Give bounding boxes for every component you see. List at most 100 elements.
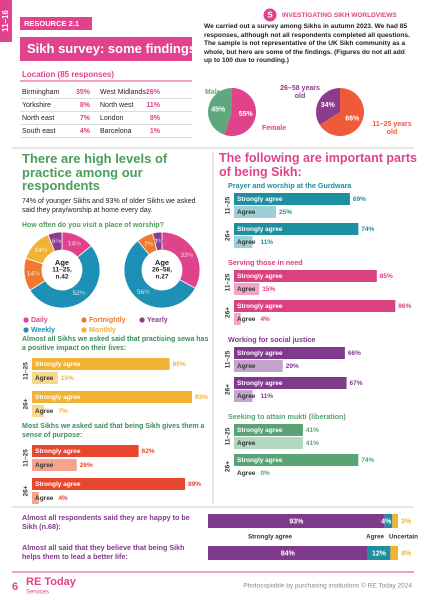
age-label: 11–25 — [225, 350, 232, 368]
bar-value: 67% — [350, 380, 363, 387]
bar — [234, 424, 303, 436]
table-cell: North west — [100, 102, 134, 109]
summary-text: Almost all respondents said they are hap… — [22, 513, 190, 531]
sewa-text: Almost all Sikhs we asked said that prac… — [22, 336, 209, 352]
donut-slice — [123, 240, 196, 309]
bar-category: Strongly agree — [237, 457, 283, 464]
bar-value: 62% — [142, 448, 155, 455]
donut-centre: 11–25, — [52, 267, 72, 274]
donut-label: 4% — [154, 238, 164, 245]
resource: RESOURCE 2.1 — [24, 19, 79, 28]
donut-centre: Age — [55, 258, 69, 267]
stage: 11–16 — [1, 10, 10, 32]
bar-category: Strongly agree — [35, 361, 81, 368]
legend-dot — [23, 327, 29, 333]
legend-label: Weekly — [31, 327, 55, 334]
age-label: 11–25 — [225, 273, 232, 291]
bar-value: 12% — [372, 550, 387, 557]
bar-value: 15% — [61, 375, 74, 382]
age-label: 11–25 — [23, 449, 30, 467]
donut-label: 33% — [180, 252, 193, 259]
legend-label: Yearly — [147, 317, 168, 324]
table-title: Location (85 responses) — [22, 70, 114, 79]
table-cell: South east — [22, 128, 56, 135]
bar — [234, 454, 359, 466]
bar — [234, 313, 241, 325]
bar — [32, 445, 139, 457]
bar-category: Agree — [35, 408, 54, 415]
bar-value: 4% — [260, 316, 270, 323]
title: Sikh survey: some findings — [27, 41, 196, 56]
section-title: Working for social justice — [228, 335, 315, 344]
bar-value: 7% — [58, 408, 68, 415]
summary-category: Agree — [366, 534, 384, 541]
donut-slice — [47, 231, 63, 252]
bar — [32, 405, 45, 417]
table-cell: 8% — [80, 102, 91, 109]
stacked-bar — [367, 546, 391, 560]
bar-value: 84% — [281, 550, 296, 557]
bar-value: 80% — [173, 361, 186, 368]
bar-category: Strongly agree — [237, 303, 283, 310]
stacked-bar — [384, 514, 393, 528]
bar — [234, 377, 347, 389]
bar — [32, 492, 39, 504]
age-label: 11–25 — [225, 427, 232, 445]
bar — [32, 478, 186, 490]
bar-value: 4% — [58, 495, 68, 502]
stacked-bar — [390, 546, 398, 560]
table-cell: Barcelona — [100, 128, 132, 135]
bar — [234, 390, 253, 402]
bar-category: Agree — [237, 286, 256, 293]
bar-value: 11% — [260, 393, 273, 400]
section-title: Serving those in need — [228, 258, 303, 267]
bar-value: 93% — [289, 518, 304, 525]
table-cell: 11% — [146, 102, 160, 109]
bar-value: 74% — [361, 457, 374, 464]
pie-category: Male — [205, 89, 221, 96]
age-label: 26+ — [225, 384, 232, 395]
pie-category: Female — [262, 125, 286, 132]
bar-value: 89% — [188, 481, 201, 488]
bar — [32, 372, 58, 384]
bar — [32, 358, 170, 370]
bar-category: Agree — [35, 375, 54, 382]
title-bar — [20, 37, 192, 61]
bar — [234, 360, 283, 372]
legend-label: Fortnightly — [89, 317, 126, 324]
heading: There are high levels of practice among … — [22, 151, 168, 193]
donut-label: 7% — [144, 241, 154, 248]
pie-slice — [316, 88, 340, 125]
section-title: Seeking to attain mukti (liberation) — [228, 412, 346, 421]
age-label: 26+ — [225, 230, 232, 241]
section-title: Prayer and worship at the Gurdwara — [228, 181, 352, 190]
stage-tab — [0, 0, 12, 42]
table-cell: 26% — [146, 89, 161, 96]
bar-value: 3% — [401, 518, 412, 525]
bar-category: Strongly agree — [237, 380, 283, 387]
table-cell: London — [100, 115, 123, 122]
bar-value: 0% — [260, 470, 270, 477]
age-label: 26+ — [225, 461, 232, 472]
pie-label: 66% — [345, 116, 360, 123]
footer-note: Photocopiable by purchasing institutions… — [243, 582, 412, 590]
pie-category: 11–25 years old — [372, 121, 412, 136]
bar-value: 41% — [306, 427, 319, 434]
logo-sub: Services — [26, 590, 49, 596]
bar-value: 69% — [353, 196, 366, 203]
summary-text: Almost all said that they believe that b… — [22, 543, 185, 561]
donut-slice — [152, 231, 163, 252]
bar — [234, 223, 359, 235]
donut-label: 14% — [68, 240, 81, 247]
donut-centre: Age — [155, 258, 169, 267]
bar-category: Agree — [237, 440, 256, 447]
donut-label: 14% — [27, 270, 40, 277]
bar-category: Agree — [35, 495, 54, 502]
stacked-bar — [208, 514, 385, 528]
age-label: 11–25 — [225, 196, 232, 214]
bar-category: Agree — [237, 470, 256, 477]
question: How often do you visit a place of worshi… — [22, 222, 164, 229]
bar-category: Strongly agree — [35, 394, 81, 401]
bar — [234, 283, 260, 295]
